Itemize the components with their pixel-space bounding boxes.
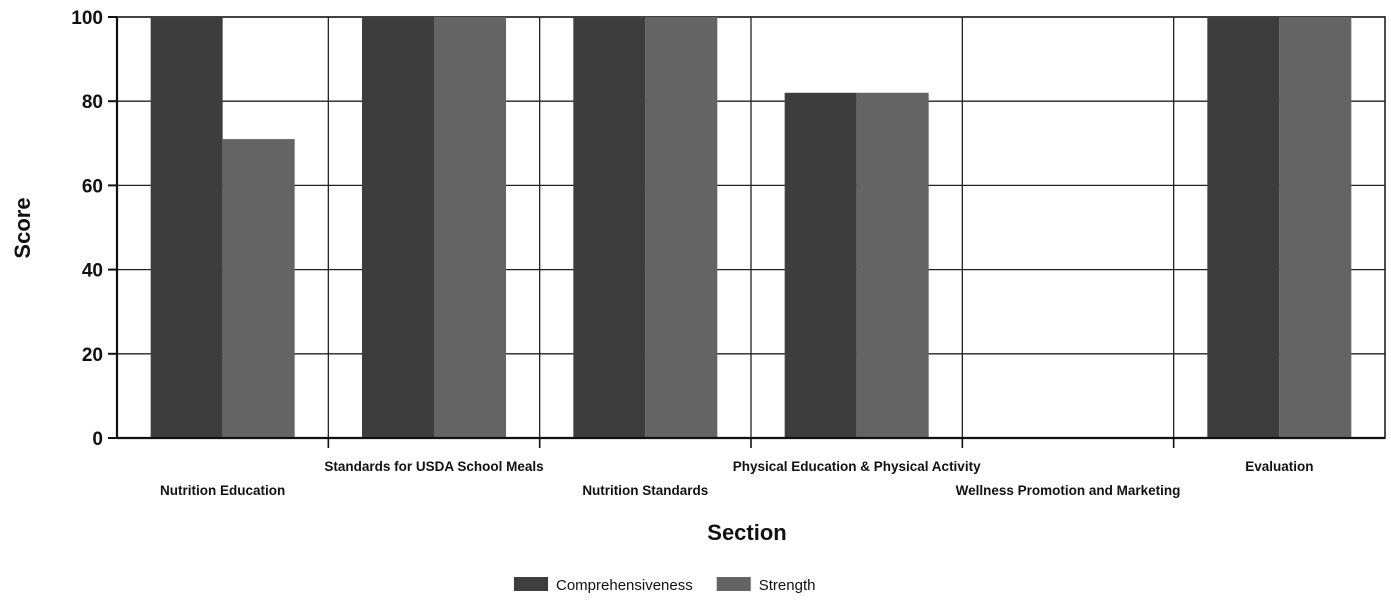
x-category-label: Nutrition Education (160, 483, 285, 498)
y-tick-labels: 0 20 40 60 80 100 (71, 8, 103, 450)
legend: Comprehensiveness Strength (514, 577, 815, 594)
y-tick-label: 0 (92, 429, 103, 450)
bar-comprehensiveness (362, 17, 434, 438)
x-category-label: Physical Education & Physical Activity (733, 459, 981, 474)
bars (150, 17, 1352, 438)
x-category-label: Wellness Promotion and Marketing (956, 483, 1181, 498)
bar-strength (645, 17, 718, 438)
bar-strength (222, 139, 295, 438)
bar-strength (434, 17, 506, 438)
bar-comprehensiveness (784, 92, 857, 438)
bar-comprehensiveness (150, 17, 223, 438)
axes (108, 16, 1385, 448)
x-category-labels: Nutrition Education Standards for USDA Sc… (160, 459, 1313, 498)
legend-swatch (514, 577, 548, 591)
bar-strength (1279, 17, 1352, 438)
y-tick-label: 40 (82, 261, 103, 282)
bar-comprehensiveness (573, 17, 646, 438)
y-tick-label: 100 (71, 8, 103, 29)
y-tick-label: 60 (82, 176, 103, 197)
x-category-label: Standards for USDA School Meals (324, 459, 543, 474)
x-category-label: Nutrition Standards (582, 483, 708, 498)
legend-label: Comprehensiveness (556, 577, 693, 594)
y-tick-label: 80 (82, 92, 103, 113)
x-category-label: Evaluation (1245, 459, 1313, 474)
bar-comprehensiveness (1207, 17, 1280, 438)
x-axis-title: Section (707, 520, 786, 545)
y-axis-title: Score (10, 197, 35, 258)
legend-label: Strength (759, 577, 816, 594)
legend-swatch (716, 577, 751, 591)
bar-strength (856, 92, 929, 438)
y-tick-label: 20 (82, 345, 103, 366)
